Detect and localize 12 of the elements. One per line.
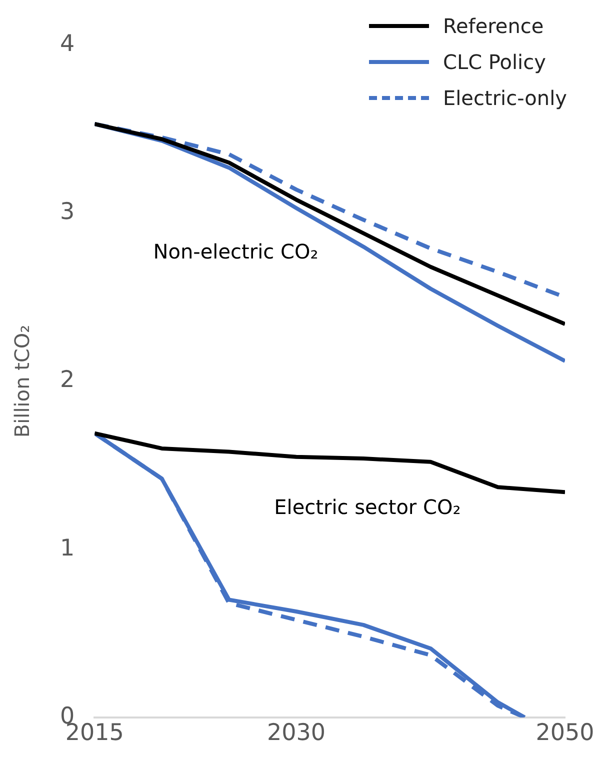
y-axis-title: Billion tCO₂ [10,324,34,438]
y-tick-label: 1 [60,535,75,562]
legend-label: CLC Policy [442,50,546,74]
annotation: Non-electric CO₂ [153,240,318,264]
x-tick-label: 2030 [266,720,326,746]
y-tick-label: 4 [60,30,75,57]
y-tick-label: 2 [60,367,75,394]
x-tick-label: 2050 [536,720,594,746]
legend-label: Reference [442,14,544,38]
legend-label: Electric-only [442,86,567,110]
y-tick-label: 3 [60,199,75,226]
annotation: Electric sector CO₂ [274,495,461,520]
